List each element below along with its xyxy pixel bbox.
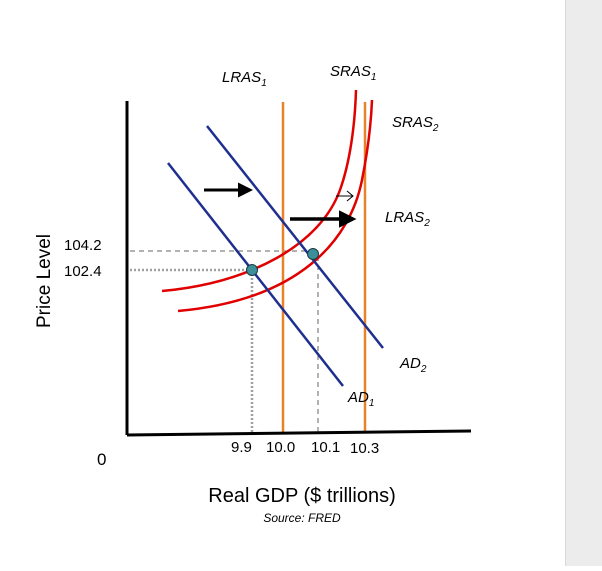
label-ad1: AD1: [347, 389, 374, 409]
equilibrium-point-initial: [246, 264, 258, 276]
x-tick-10-3: 10.3: [350, 440, 379, 457]
x-tick-10-0: 10.0: [266, 439, 295, 456]
equilibrium-point-new: [307, 248, 319, 260]
y-tick-104-2: 104.2: [64, 237, 102, 254]
label-sras2: SRAS2: [392, 114, 439, 134]
source-note: Source: FRED: [263, 511, 341, 525]
x-tick-10-1: 10.1: [311, 439, 340, 456]
label-ad2: AD2: [399, 355, 427, 375]
y-tick-102-4: 102.4: [64, 263, 102, 280]
x-axis: [126, 429, 472, 437]
as-ad-chart: LRAS1 SRAS1 SRAS2 LRAS2 AD2 AD1 104.2 10…: [34, 63, 472, 525]
origin-label: 0: [97, 450, 106, 469]
label-lras2: LRAS2: [385, 209, 430, 229]
y-axis-title: Price Level: [34, 234, 55, 328]
sras-shift-small-arrow: [336, 190, 354, 202]
x-axis-title: Real GDP ($ trillions): [208, 485, 395, 507]
right-gray-panel: [565, 0, 602, 566]
sras1-curve: [161, 89, 358, 293]
label-lras1: LRAS1: [222, 69, 267, 89]
x-tick-9-9: 9.9: [231, 439, 252, 456]
label-sras1: SRAS1: [330, 63, 376, 83]
ad2-line: [206, 125, 384, 349]
sras2-curve: [177, 99, 374, 313]
